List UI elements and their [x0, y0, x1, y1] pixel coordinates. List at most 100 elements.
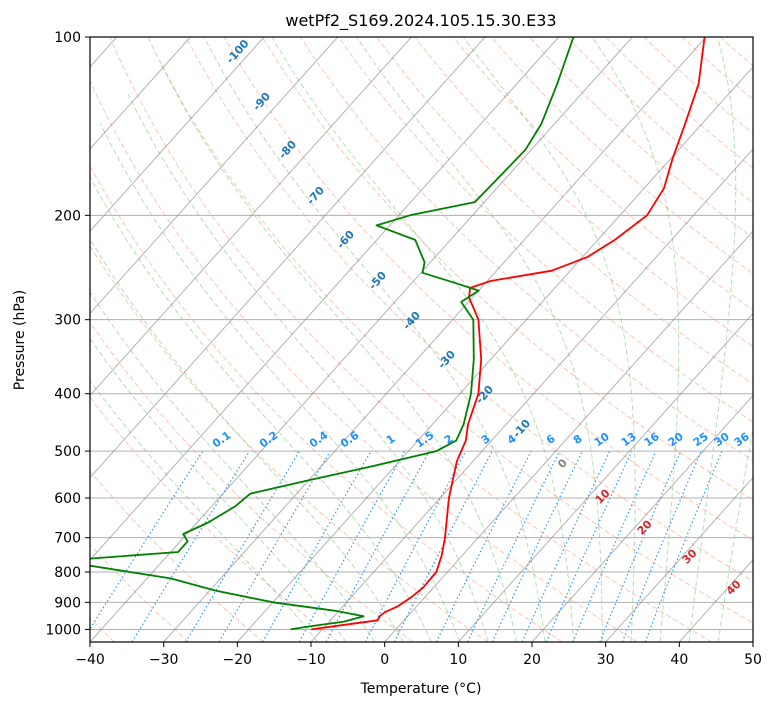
mixing-ratio-label: 13 [619, 430, 639, 449]
mixing-ratio-line [218, 450, 331, 642]
dry-adiabat-line [90, 396, 339, 642]
x-tick-label: 40 [670, 652, 688, 668]
sounding-traces [90, 37, 706, 631]
isotherm-label: -50 [366, 269, 389, 293]
isotherm-label: -20 [473, 383, 496, 407]
isotherm-line [90, 37, 191, 150]
dry-adiabat-line [90, 543, 190, 642]
mixing-ratio-line [435, 450, 532, 642]
x-tick-label: 20 [523, 652, 541, 668]
dry-adiabat-line [452, 37, 753, 311]
mixing-ratio-line [521, 450, 611, 642]
dewpoint-trace [90, 37, 575, 631]
isotherm-line [531, 394, 753, 642]
mixing-ratio-label: 2 [442, 432, 456, 447]
moist-adiabats [90, 37, 753, 642]
mixing-ratio-lines [90, 450, 723, 642]
dry-adiabat-line [758, 37, 775, 642]
mixing-ratio-label: 16 [642, 430, 662, 450]
dry-adiabat-line [90, 321, 414, 642]
moist-adiabat-line [591, 37, 680, 642]
isotherm-line [90, 37, 412, 397]
mixing-ratio-line [90, 450, 204, 631]
moist-adiabat-label: 30 [680, 546, 700, 566]
moist-adiabat-line [90, 291, 376, 642]
isotherm-line [90, 37, 339, 315]
x-axis: −40 −30 −20 −10 0 10 20 30 40 50 [75, 642, 762, 668]
moist-adiabat-line [356, 37, 603, 642]
mixing-ratio-label: 10 [592, 430, 612, 450]
mixing-ratio-label: 1.5 [413, 429, 436, 451]
moist-adiabat-line [462, 37, 636, 642]
mixing-ratio-line [491, 450, 583, 642]
y-tick-label: 900 [54, 595, 81, 611]
isotherm-line [310, 148, 753, 642]
x-tick-label: 30 [597, 652, 615, 668]
mixing-ratio-label: 20 [666, 430, 686, 450]
x-tick-label: 0 [380, 652, 389, 668]
dry-adiabat-line [529, 37, 753, 239]
mixing-ratio-label: 0.4 [307, 428, 331, 450]
dry-adiabat-line [338, 37, 753, 423]
plot-frame [89, 36, 754, 643]
moist-adiabat-line [717, 426, 753, 642]
y-tick-label: 500 [54, 444, 81, 460]
x-tick-label: −30 [149, 652, 179, 668]
mixing-ratio-label: 6 [544, 432, 558, 447]
isotherm-line [90, 37, 486, 479]
mixing-ratio-label: 0.2 [257, 429, 280, 451]
moist-adiabat-label: 40 [724, 577, 744, 597]
mixing-ratio-line [325, 450, 430, 642]
dry-adiabat-line [567, 37, 753, 204]
dry-adiabat-line [90, 244, 488, 642]
moist-adiabat-line [90, 176, 432, 642]
dry-adiabat-line [109, 37, 712, 642]
moist-adiabat-line [271, 37, 575, 642]
x-tick-label: −20 [223, 652, 253, 668]
isotherm-label: -40 [400, 309, 423, 333]
mixing-ratio-label: 36 [732, 430, 752, 450]
x-tick-label: 10 [449, 652, 467, 668]
isotherm-line [90, 37, 560, 561]
isotherm-label: -80 [276, 138, 299, 162]
temperature-trace [311, 37, 706, 631]
dry-adiabat-line [681, 37, 753, 101]
dry-adiabat-line [261, 37, 753, 501]
mixing-ratio-label: 3 [479, 432, 493, 447]
dry-adiabat-line [300, 37, 753, 462]
mixing-ratio-line [262, 450, 372, 642]
isotherm-label: -30 [435, 348, 458, 372]
mixing-ratio-label: 30 [712, 430, 732, 450]
moist-adiabat-label: 0 [555, 456, 570, 471]
mixing-ratio-line [298, 450, 406, 642]
dry-adiabat-line [147, 37, 753, 624]
mixing-ratio-label: 1 [384, 432, 398, 447]
moist-adiabat-line [203, 37, 546, 642]
y-tick-label: 600 [54, 491, 81, 507]
isotherm-label: -70 [304, 184, 327, 208]
moist-adiabat-line [159, 61, 517, 642]
mixing-ratio-line [467, 450, 561, 642]
y-tick-label: 300 [54, 313, 81, 329]
isotherm-line [457, 312, 753, 642]
mixing-ratio-label: 0.1 [210, 429, 233, 451]
x-tick-label: −40 [75, 652, 105, 668]
moist-adiabat-label: 20 [635, 517, 655, 537]
isotherm-label: -90 [250, 90, 273, 114]
moist-adiabat-line [90, 238, 404, 642]
x-tick-label: −10 [296, 652, 326, 668]
dry-adiabat-line [376, 37, 753, 385]
isotherm-line [605, 476, 753, 642]
y-tick-label: 1000 [45, 622, 81, 638]
isotherm-label: -60 [334, 228, 357, 252]
mixing-ratio-label: 0.6 [338, 428, 362, 450]
isotherm-line [752, 641, 753, 642]
isotherm-line [163, 37, 707, 642]
dry-adiabats [90, 37, 775, 642]
mixing-ratio-label: 8 [571, 432, 585, 447]
mixing-ratio-line [364, 450, 467, 642]
dry-adiabat-line [90, 79, 638, 642]
dry-adiabat-line [90, 470, 264, 642]
y-tick-label: 400 [54, 387, 81, 403]
